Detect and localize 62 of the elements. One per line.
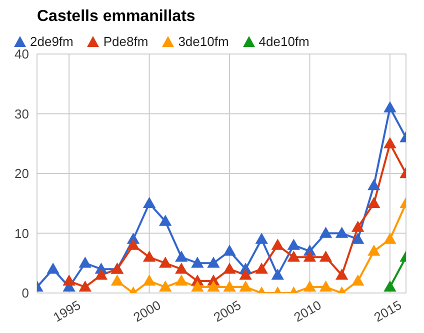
point	[191, 281, 204, 292]
x-tick-label: 1995	[50, 297, 84, 325]
point	[368, 197, 380, 208]
point	[320, 251, 332, 262]
point	[352, 275, 364, 286]
point	[63, 275, 76, 286]
point	[384, 138, 396, 148]
point	[224, 263, 236, 274]
x-tick-label: 2015	[371, 297, 404, 325]
point	[368, 179, 380, 190]
point	[256, 263, 268, 274]
point	[224, 245, 236, 256]
point	[95, 269, 108, 280]
y-tick-label: 10	[14, 226, 29, 241]
point	[111, 275, 124, 286]
point	[384, 102, 396, 112]
point	[272, 239, 284, 250]
point	[272, 269, 284, 280]
point	[224, 281, 236, 292]
x-tick-label: 2010	[291, 297, 324, 325]
point	[159, 281, 172, 292]
x-tick-label: 2005	[211, 297, 244, 325]
point	[143, 251, 156, 262]
point	[79, 257, 92, 268]
point	[175, 251, 188, 262]
x-tick-label: 2000	[130, 297, 164, 325]
point	[240, 269, 252, 280]
point	[304, 251, 316, 262]
y-tick-label: 40	[14, 46, 29, 62]
point	[127, 239, 140, 250]
y-tick-label: 30	[14, 106, 29, 122]
legend-label: 4de10fm	[258, 34, 310, 49]
legend-label: 3de10fm	[177, 34, 229, 49]
point	[240, 281, 252, 292]
point	[336, 227, 348, 238]
point	[368, 245, 380, 256]
point	[352, 233, 364, 244]
point	[320, 227, 332, 238]
point	[207, 257, 220, 268]
point	[352, 221, 364, 232]
point	[320, 281, 332, 292]
point	[143, 197, 156, 208]
point	[304, 281, 316, 292]
point	[256, 233, 268, 244]
point	[143, 275, 156, 286]
y-tick-label: 20	[14, 166, 29, 182]
point	[207, 281, 220, 292]
chart-title: Castells emmanillats	[37, 8, 196, 26]
point	[175, 275, 188, 286]
point	[336, 269, 348, 280]
point	[159, 215, 172, 226]
point	[191, 257, 204, 268]
point	[47, 263, 60, 274]
point	[288, 239, 300, 250]
point	[175, 263, 188, 274]
point	[79, 281, 92, 292]
legend-label: 2de9fm	[30, 34, 74, 49]
point	[288, 251, 300, 262]
point	[384, 233, 396, 244]
point	[159, 257, 172, 268]
y-tick-label: 0	[22, 286, 29, 301]
legend-label: Pde8fm	[102, 34, 148, 49]
